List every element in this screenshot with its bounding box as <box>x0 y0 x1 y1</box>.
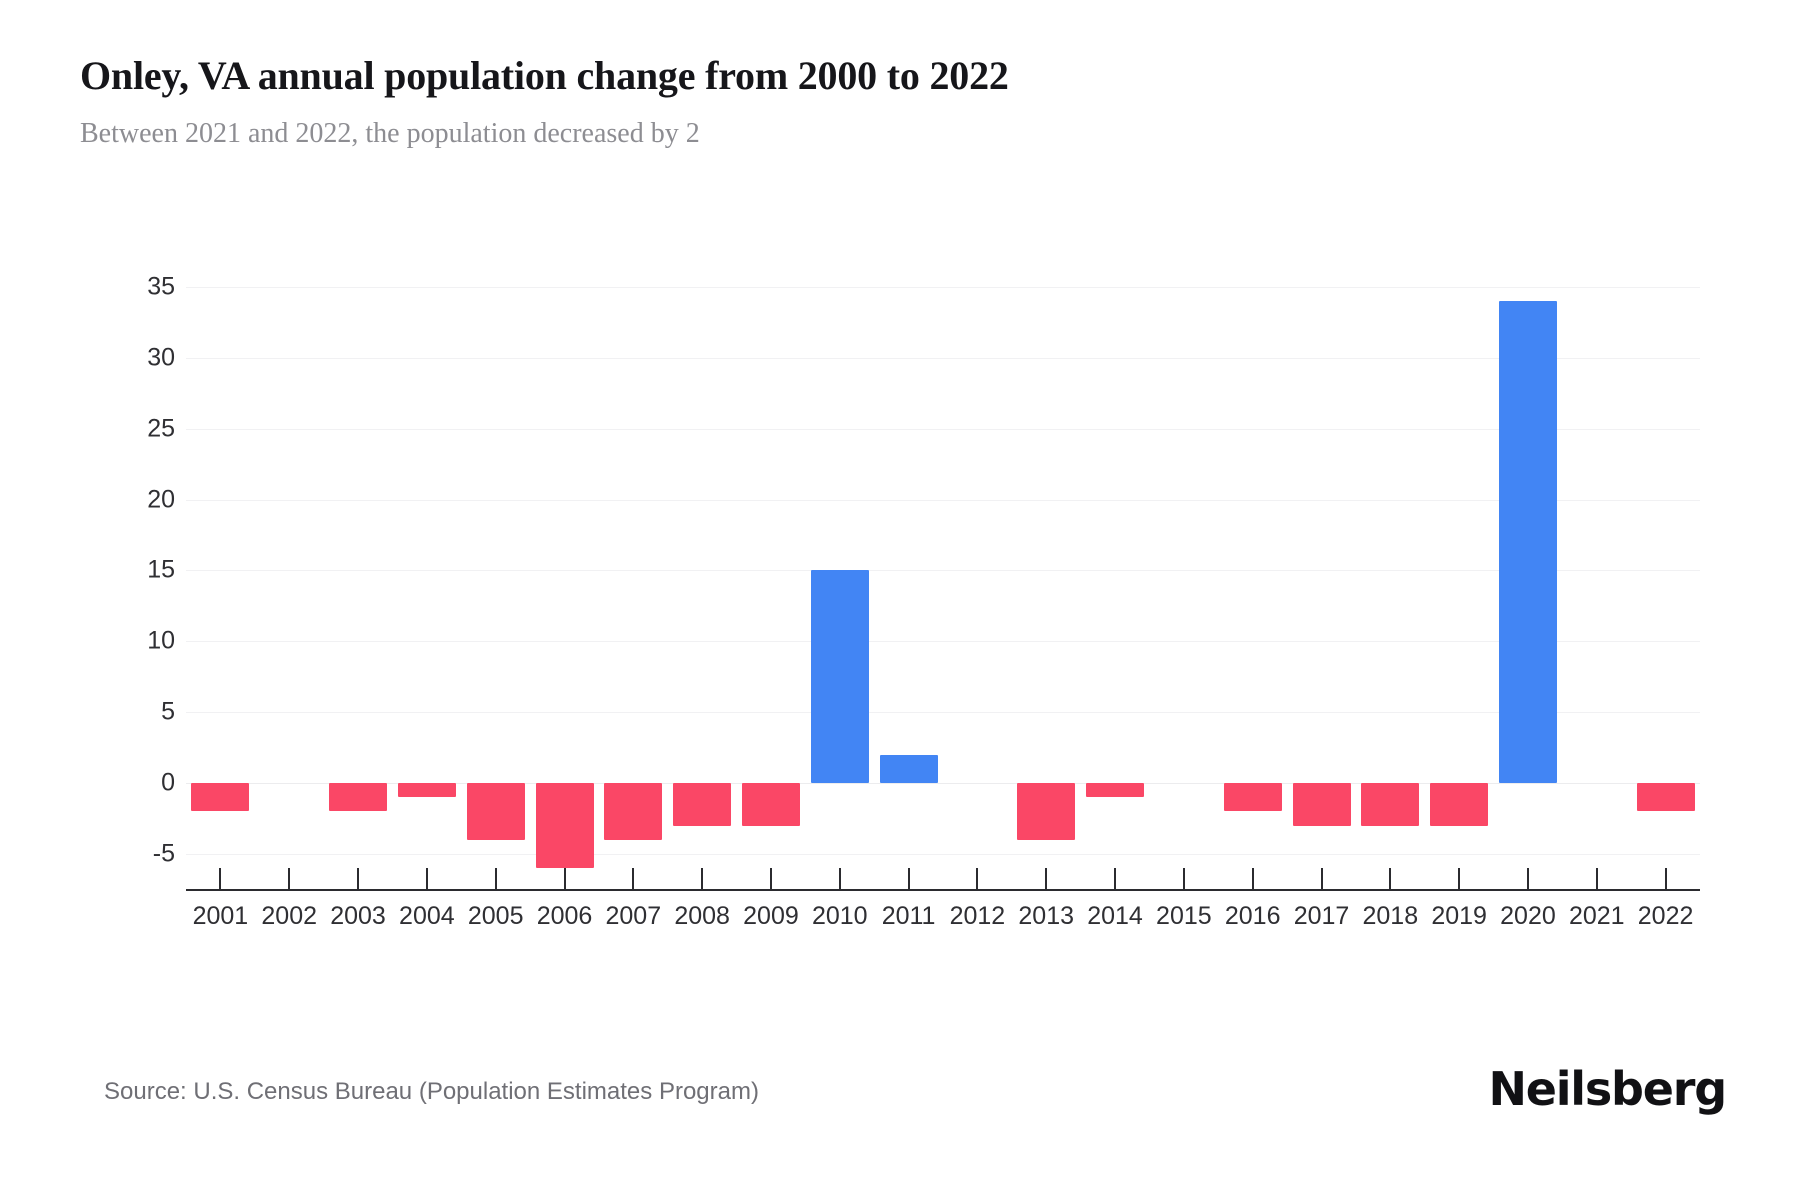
bar <box>1223 783 1282 812</box>
x-axis-tick-label: 2013 <box>1018 902 1075 930</box>
y-axis-tick-label: 15 <box>147 555 175 584</box>
bar <box>1361 783 1420 826</box>
x-axis-tick-label: 2020 <box>1500 902 1556 930</box>
gridline <box>186 499 1700 501</box>
bar <box>810 570 869 783</box>
x-axis-tick-label: 2019 <box>1431 902 1487 930</box>
bar <box>879 754 938 783</box>
x-axis-tick <box>1114 868 1117 889</box>
x-axis-tick <box>701 868 704 889</box>
x-axis-tick <box>1458 868 1461 889</box>
y-axis-tick-label: 5 <box>161 697 175 726</box>
x-axis-tick-label: 2022 <box>1637 902 1694 930</box>
x-axis-tick-label: 2016 <box>1224 902 1281 930</box>
x-axis-tick-label: 2005 <box>467 902 524 930</box>
y-axis-tick-label: 35 <box>147 272 175 301</box>
gridline <box>186 570 1700 572</box>
y-axis-tick-label: -5 <box>152 839 175 868</box>
x-axis-tick-label: 2014 <box>1087 902 1143 930</box>
x-axis-tick <box>563 868 566 889</box>
brand-logo: Neilsberg <box>1488 1062 1727 1116</box>
bar <box>1430 783 1489 826</box>
bar <box>1017 783 1076 840</box>
x-axis-tick-label: 2021 <box>1568 902 1625 930</box>
gridline <box>186 641 1700 643</box>
bar <box>604 783 663 840</box>
x-axis-tick-label: 2012 <box>949 902 1006 930</box>
y-axis-labels: 35 30 25 20 15 10 5 0 -5 <box>56 273 176 868</box>
bar <box>535 783 594 869</box>
page-subtitle: Between 2021 and 2022, the population de… <box>80 118 700 149</box>
bar <box>741 783 800 826</box>
x-axis-tick-label: 2001 <box>192 902 249 930</box>
x-axis-tick <box>1045 868 1048 889</box>
x-axis-tick <box>1251 868 1254 889</box>
bar <box>397 783 456 798</box>
bar <box>673 783 732 826</box>
y-axis-tick-label: 10 <box>147 626 175 655</box>
x-axis-tick <box>1595 868 1598 889</box>
chart-bars <box>186 287 1700 869</box>
x-axis-tick <box>219 868 222 889</box>
source-note: Source: U.S. Census Bureau (Population E… <box>104 1078 759 1105</box>
y-axis-tick-label: 20 <box>147 485 175 514</box>
x-axis-tick <box>425 868 428 889</box>
gridline <box>186 853 1700 855</box>
x-axis-tick <box>494 868 497 889</box>
x-axis-tick-label: 2018 <box>1362 902 1419 930</box>
gridline <box>186 357 1700 359</box>
x-axis-tick <box>769 868 772 889</box>
gridline <box>186 712 1700 714</box>
bar <box>1636 783 1695 812</box>
x-axis-tick-label: 2003 <box>330 902 386 930</box>
x-axis-tick-label: 2017 <box>1293 902 1350 930</box>
gridline <box>186 783 1700 784</box>
x-axis-tick-label: 2004 <box>399 902 455 930</box>
bar <box>466 783 525 840</box>
page-title: Onley, VA annual population change from … <box>80 53 1009 98</box>
x-axis-tick-label: 2007 <box>605 902 662 930</box>
x-axis-tick-label: 2009 <box>743 902 799 930</box>
x-axis-tick <box>1526 868 1529 889</box>
gridline <box>186 287 1700 288</box>
x-axis-tick-label: 2002 <box>261 902 318 930</box>
x-axis-tick <box>976 868 979 889</box>
x-axis-line <box>186 889 1700 891</box>
bar <box>191 783 250 812</box>
bar <box>1498 301 1557 783</box>
x-axis-tick <box>1664 868 1667 889</box>
x-axis-tick <box>632 868 635 889</box>
x-axis-tick <box>1389 868 1392 889</box>
x-axis-tick <box>838 868 841 889</box>
x-axis-tick-label: 2008 <box>674 902 730 930</box>
x-axis-tick-label: 2010 <box>811 902 868 930</box>
x-axis-tick <box>907 868 910 889</box>
bar <box>1086 783 1145 798</box>
x-axis-tick-label: 2015 <box>1156 902 1212 930</box>
x-axis-tick <box>1182 868 1185 889</box>
y-axis-tick-label: 0 <box>161 768 175 797</box>
chart-gridlines <box>186 287 1700 855</box>
bar <box>1292 783 1351 826</box>
gridline <box>186 428 1700 430</box>
bar <box>329 783 388 812</box>
x-axis-tick-label: 2011 <box>881 902 936 930</box>
x-axis-tick-label: 2006 <box>536 902 593 930</box>
y-axis-tick-label: 25 <box>147 414 175 443</box>
x-axis-tick <box>357 868 360 889</box>
x-axis-tick <box>288 868 291 889</box>
y-axis-tick-label: 30 <box>147 343 175 372</box>
x-axis-tick <box>1320 868 1323 889</box>
